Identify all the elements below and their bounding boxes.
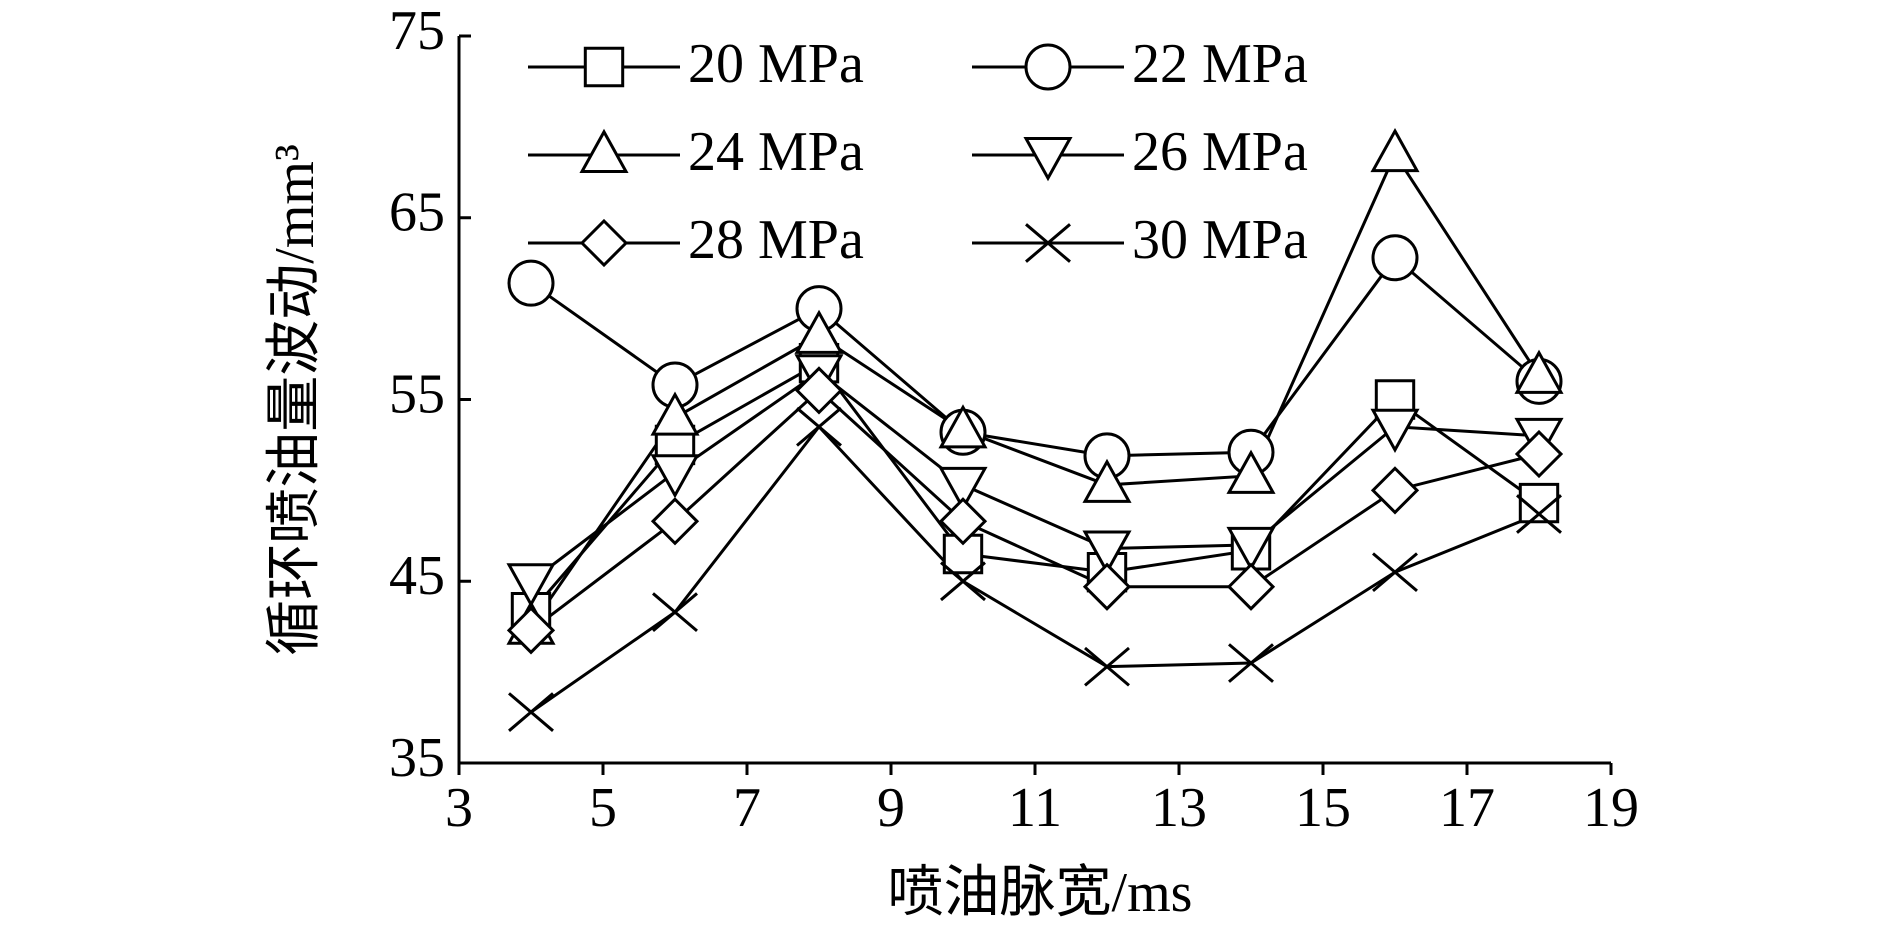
marker — [1082, 562, 1132, 611]
marker — [1518, 482, 1560, 524]
series-line — [530, 255, 1540, 458]
marker — [940, 561, 986, 602]
marker — [1516, 494, 1562, 534]
marker — [579, 128, 629, 173]
legend-label: 20 MPa — [688, 33, 864, 95]
marker — [583, 46, 625, 88]
marker — [579, 218, 629, 268]
marker — [938, 466, 988, 512]
marker — [652, 592, 698, 632]
legend-label: 28 MPa — [688, 209, 864, 271]
marker — [1226, 562, 1276, 611]
marker — [1372, 552, 1418, 593]
marker — [1228, 643, 1274, 683]
marker — [1082, 530, 1132, 575]
marker — [506, 606, 556, 655]
marker — [796, 406, 842, 447]
marker — [1084, 646, 1130, 687]
series-line — [530, 388, 1540, 632]
marker — [1023, 137, 1073, 182]
marker — [938, 497, 988, 546]
series-line — [529, 151, 1541, 628]
marker — [1226, 449, 1276, 494]
series-line — [530, 424, 1540, 714]
legend-label: 22 MPa — [1132, 33, 1308, 95]
x-tick-label: 11 — [1008, 777, 1062, 839]
x-tick-label: 19 — [1583, 777, 1639, 839]
marker — [507, 259, 555, 307]
legend-label: 30 MPa — [1132, 209, 1308, 271]
y-tick-label: 65 — [389, 182, 445, 244]
legend-label: 26 MPa — [1132, 121, 1308, 183]
y-axis-label: 循环喷油量波动/mm³ — [264, 144, 326, 655]
x-tick-label: 3 — [445, 777, 473, 839]
y-tick-label: 75 — [389, 0, 445, 62]
marker — [650, 391, 700, 436]
marker — [508, 692, 554, 732]
legend-label: 24 MPa — [688, 121, 864, 183]
marker — [938, 404, 988, 449]
marker — [794, 309, 844, 354]
y-tick-label: 35 — [389, 727, 445, 789]
marker — [1370, 127, 1420, 173]
x-tick-label: 5 — [589, 777, 617, 839]
x-tick-label: 17 — [1439, 777, 1495, 839]
marker — [1082, 458, 1132, 503]
marker — [794, 366, 844, 415]
x-tick-label: 13 — [1151, 777, 1207, 839]
x-axis-label: 喷油脉宽/ms — [888, 862, 1193, 924]
x-tick-label: 7 — [733, 777, 761, 839]
x-tick-label: 9 — [877, 777, 905, 839]
marker — [1514, 429, 1564, 479]
marker — [650, 454, 700, 499]
marker — [1370, 466, 1420, 515]
marker — [1371, 234, 1419, 282]
marker — [1370, 408, 1420, 453]
marker — [650, 497, 700, 546]
marker — [506, 563, 556, 608]
marker — [1226, 526, 1276, 572]
y-tick-label: 45 — [389, 545, 445, 607]
marker — [1514, 349, 1564, 394]
series-line — [529, 361, 1540, 614]
series-line — [530, 370, 1540, 583]
marker — [1024, 43, 1072, 91]
x-tick-label: 15 — [1295, 777, 1351, 839]
marker — [1025, 223, 1071, 263]
y-tick-label: 55 — [389, 363, 445, 425]
